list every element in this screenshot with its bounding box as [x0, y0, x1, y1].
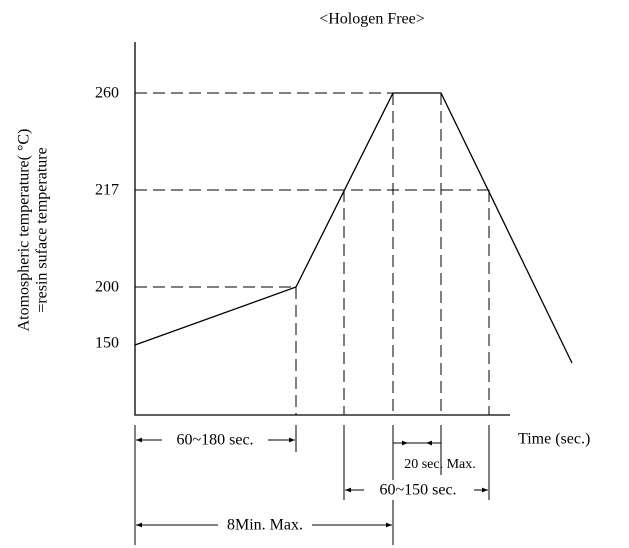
level-label: 200 — [95, 279, 119, 296]
y-axis-label: Atomospheric temperature( °C) =resin suf… — [16, 129, 51, 332]
level-label: 150 — [95, 335, 119, 352]
y-label-line: =resin suface temperature — [34, 147, 51, 312]
guides — [135, 92, 490, 415]
level-label: 217 — [95, 182, 119, 199]
span-label: 20 sec. Max. — [404, 457, 476, 472]
span-label: 60~180 sec. — [176, 432, 253, 449]
axes — [134, 42, 510, 416]
title: <Hologen Free> — [319, 11, 425, 28]
level-label: 260 — [95, 85, 119, 102]
span-label: 8Min. Max. — [227, 517, 303, 534]
x-axis-label: Time (sec.) — [518, 431, 590, 448]
span-label: 60~150 sec. — [379, 482, 456, 499]
profile-line — [134, 92, 573, 364]
y-label-line: Atomospheric temperature( °C) — [16, 129, 33, 332]
